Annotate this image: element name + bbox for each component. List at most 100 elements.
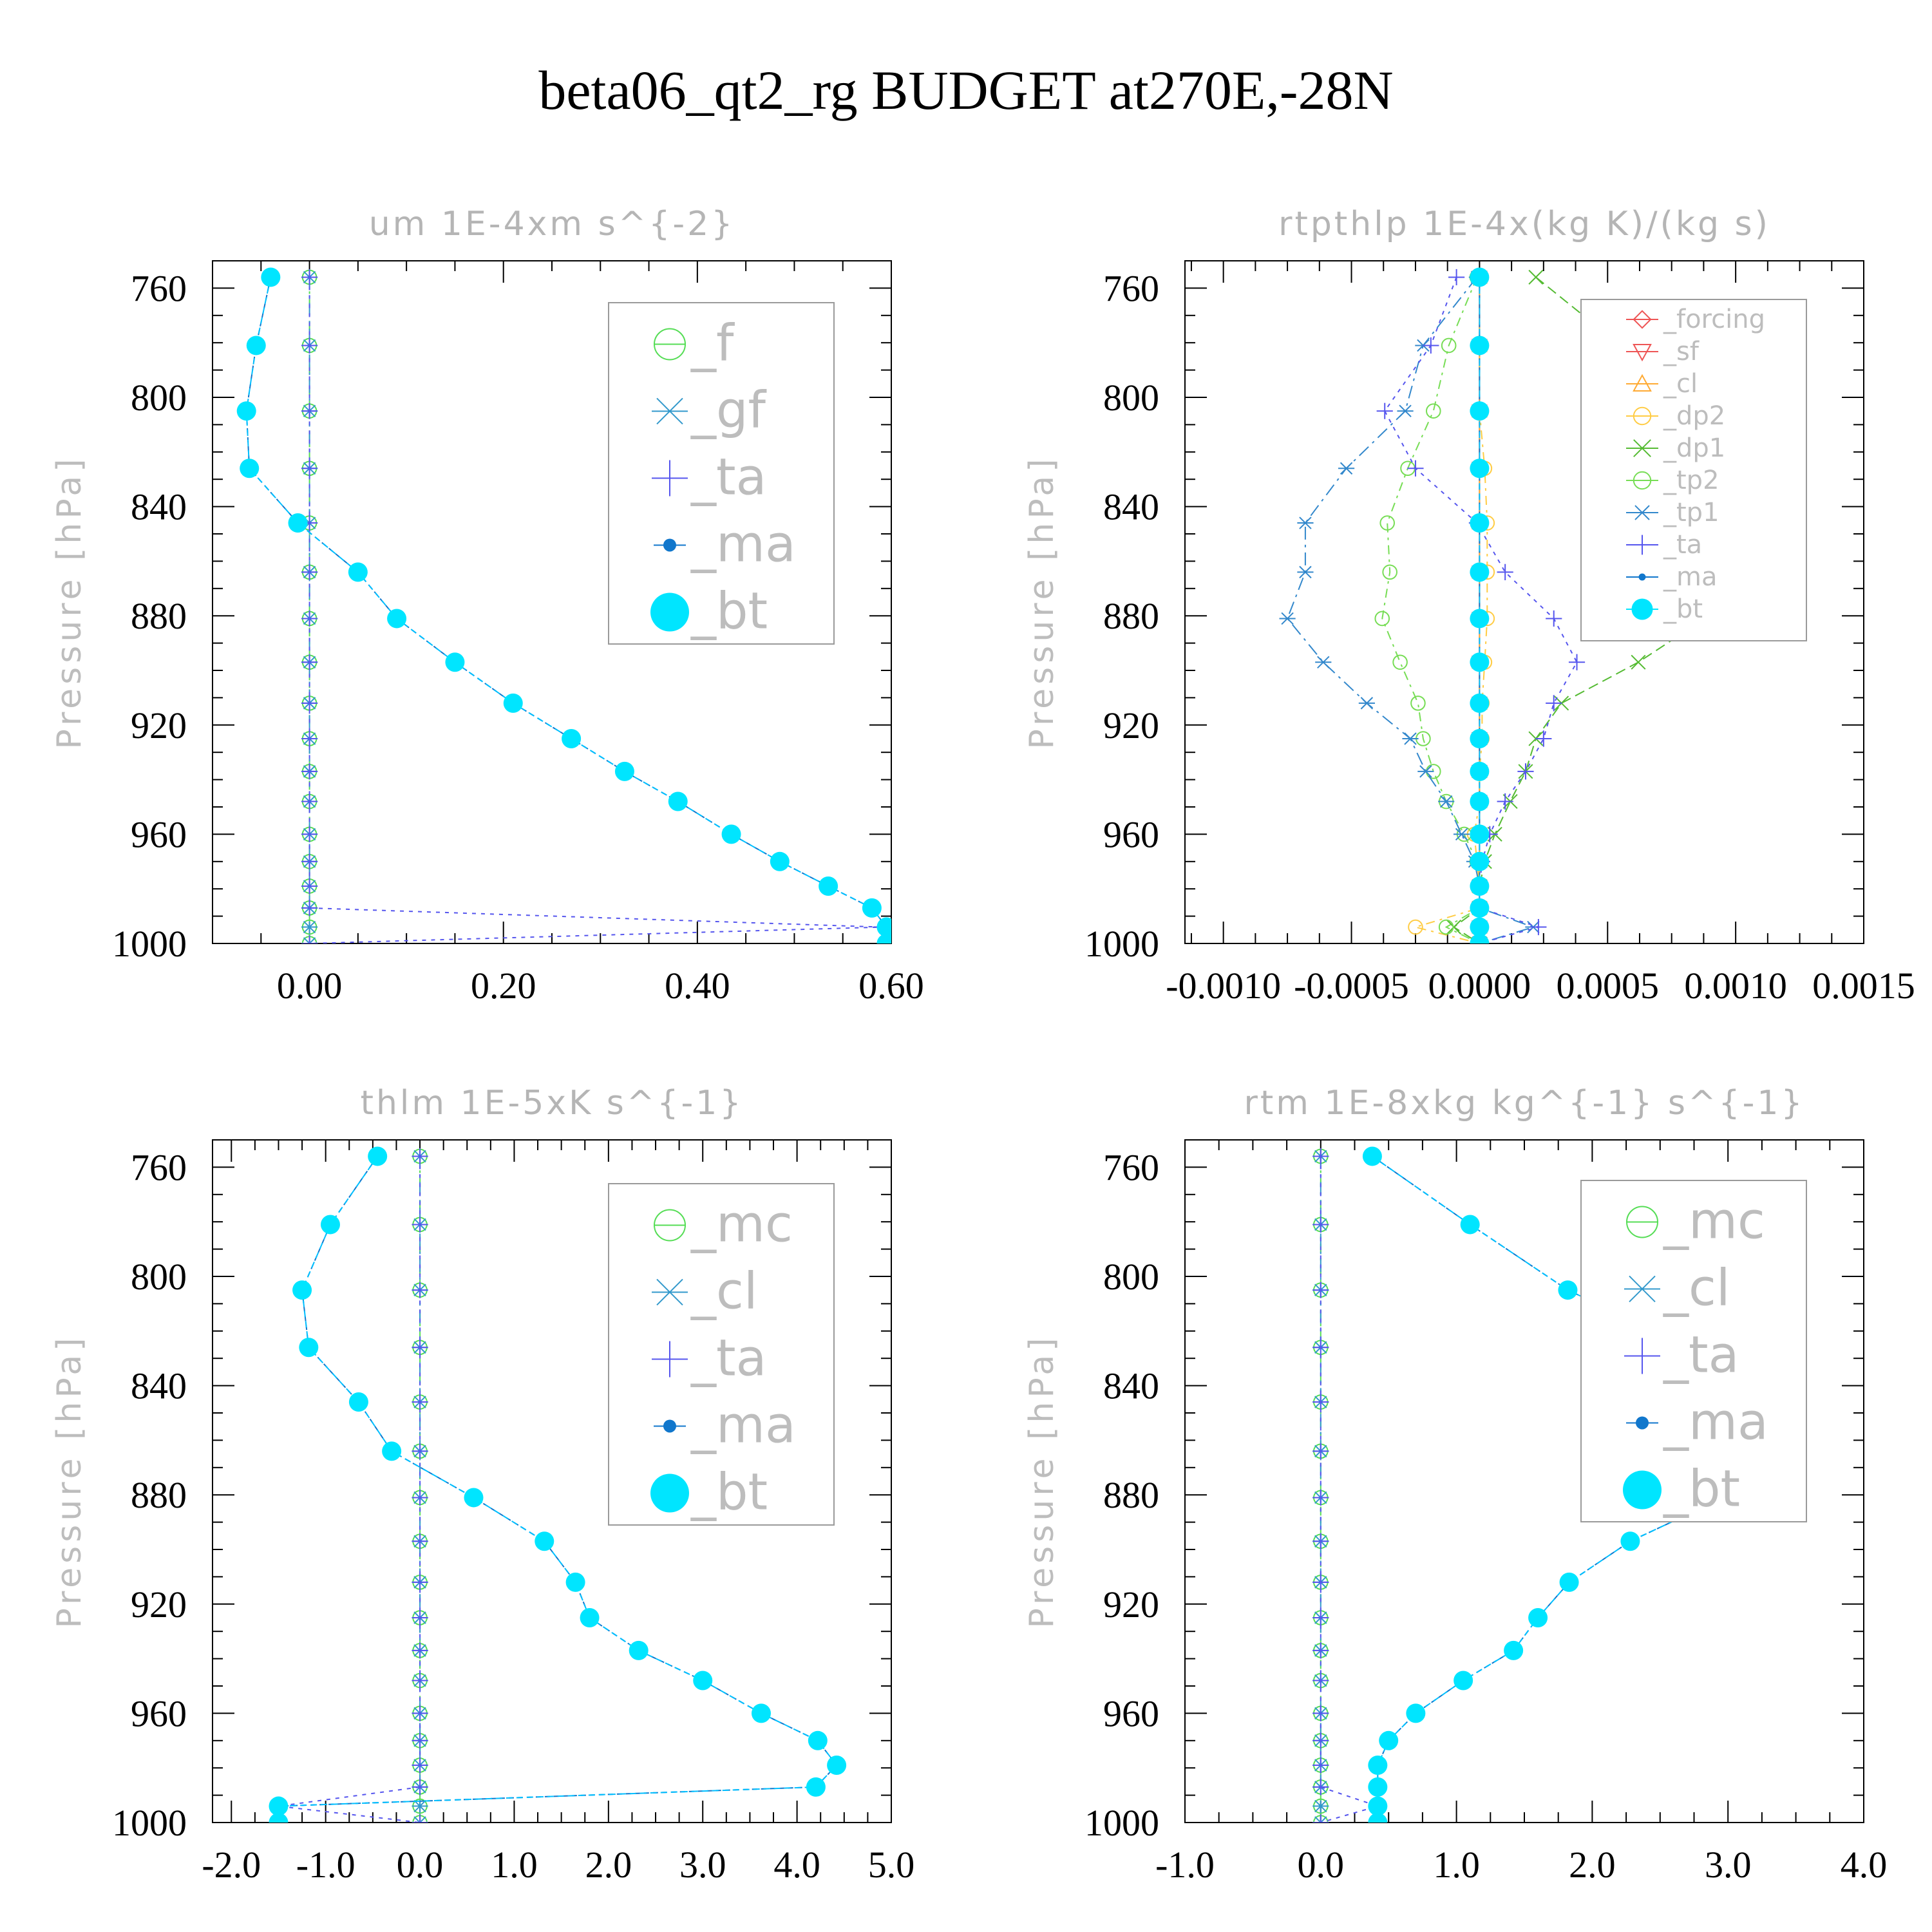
point-bt bbox=[320, 1215, 340, 1235]
point-ta bbox=[1497, 564, 1513, 580]
point-bt bbox=[1368, 1796, 1388, 1816]
point-cl bbox=[412, 1816, 428, 1823]
y-tick-label: 760 bbox=[1103, 267, 1159, 309]
point-bt bbox=[382, 1441, 402, 1461]
point-ta bbox=[1312, 1339, 1329, 1356]
legend-marker bbox=[1633, 374, 1652, 392]
legend-entry: _ma bbox=[1663, 1393, 1768, 1451]
legend-marker bbox=[652, 397, 688, 425]
point-ta bbox=[1312, 1574, 1329, 1591]
point-tp2 bbox=[1392, 654, 1408, 670]
point-ta bbox=[1497, 793, 1513, 810]
point-tp1 bbox=[1397, 404, 1414, 417]
legend-marker bbox=[1632, 535, 1653, 555]
y-tick-label: 800 bbox=[1103, 1256, 1159, 1298]
x-tick-label: 0.00 bbox=[277, 965, 343, 1007]
x-tick-label: 4.0 bbox=[773, 1844, 820, 1886]
point-cl bbox=[1312, 1816, 1329, 1823]
point-ta bbox=[1312, 1672, 1329, 1689]
point-ta bbox=[412, 1609, 428, 1626]
legend-box bbox=[1580, 299, 1807, 641]
y-tick-label: 1000 bbox=[1084, 923, 1159, 965]
point-tp2 bbox=[1441, 337, 1457, 354]
y-tick-label: 960 bbox=[131, 1692, 187, 1734]
point-bt bbox=[1460, 1215, 1480, 1235]
x-tick-label: 5.0 bbox=[868, 1844, 915, 1886]
y-tick-label: 920 bbox=[131, 705, 187, 746]
legend-marker bbox=[1631, 598, 1653, 620]
panel-thlm: thlm 1E-5xK s^{-1} Pressure [hPa] 760 800 84… bbox=[50, 1084, 914, 1886]
panel-title: um 1E-4xm s^{-2} bbox=[369, 205, 735, 243]
point-ta bbox=[412, 1757, 428, 1774]
y-tick-label: 960 bbox=[131, 813, 187, 855]
legend-marker bbox=[654, 1209, 686, 1242]
point-bt bbox=[819, 876, 838, 896]
x-tick-label: -0.0005 bbox=[1294, 965, 1409, 1007]
point-ta bbox=[412, 1443, 428, 1459]
point-bt bbox=[876, 934, 891, 943]
point-bt bbox=[1470, 824, 1490, 844]
point-gf bbox=[301, 937, 318, 943]
legend-marker bbox=[652, 1341, 688, 1378]
point-bt bbox=[562, 729, 582, 748]
point-ta bbox=[412, 1779, 428, 1795]
point-dp2 bbox=[1408, 919, 1423, 935]
point-ta bbox=[301, 564, 318, 580]
point-bt bbox=[348, 562, 368, 582]
legend-box bbox=[608, 1183, 835, 1526]
point-bt bbox=[1620, 1531, 1640, 1551]
point-ta bbox=[1568, 654, 1586, 670]
point-tp1 bbox=[1438, 795, 1455, 808]
point-ta bbox=[412, 1705, 428, 1721]
legend-entry: _tp2 bbox=[1663, 466, 1719, 495]
point-bt bbox=[1470, 876, 1490, 896]
point-ta bbox=[1517, 763, 1534, 780]
point-ta bbox=[301, 730, 318, 747]
legend-entry: _ma bbox=[690, 515, 796, 573]
legend-entry: _tp1 bbox=[1663, 498, 1719, 527]
point-bt bbox=[535, 1531, 554, 1551]
point-bt bbox=[806, 1777, 826, 1797]
point-ta bbox=[1530, 918, 1547, 936]
point-dp1 bbox=[1631, 654, 1646, 670]
y-tick-label: 880 bbox=[1103, 595, 1159, 637]
point-bt bbox=[876, 917, 891, 937]
legend-entry: _ma bbox=[1663, 562, 1717, 592]
point-ta bbox=[1312, 1814, 1329, 1823]
y-axis-label: Pressure [hPa] bbox=[50, 1334, 89, 1629]
legend-marker bbox=[1623, 1470, 1662, 1510]
point-bt bbox=[1470, 761, 1490, 781]
x-tick-label: 1.0 bbox=[491, 1844, 538, 1886]
legend-entry: _bt bbox=[1663, 1460, 1740, 1518]
y-tick-label: 840 bbox=[1103, 1365, 1159, 1407]
legend-entry: _ta bbox=[690, 1329, 766, 1387]
x-tick-label: 0.20 bbox=[471, 965, 536, 1007]
point-ta bbox=[1546, 610, 1562, 627]
point-cl bbox=[1312, 1799, 1329, 1813]
point-bt bbox=[668, 791, 688, 811]
point-bt bbox=[770, 851, 790, 871]
legend-entry: _cl bbox=[690, 1262, 758, 1320]
point-ta bbox=[412, 1394, 428, 1410]
point-ta bbox=[1312, 1489, 1329, 1506]
panel-rtm: rtm 1E-8xkg kg^{-1} s^{-1} Pressure [hPa]… bbox=[1023, 1084, 1887, 1886]
legend-marker bbox=[1632, 505, 1653, 520]
point-ta bbox=[301, 793, 318, 810]
point-ta bbox=[1376, 402, 1393, 419]
point-ta bbox=[301, 337, 318, 354]
point-bt bbox=[1470, 336, 1490, 355]
point-ta bbox=[412, 1642, 428, 1659]
legend-entry: _bt bbox=[1663, 594, 1703, 624]
x-tick-label: -2.0 bbox=[202, 1844, 261, 1886]
point-ta bbox=[412, 1533, 428, 1549]
point-ta bbox=[301, 900, 318, 916]
legend-box bbox=[1580, 1180, 1807, 1522]
point-gf bbox=[301, 920, 318, 934]
legend-marker bbox=[654, 328, 686, 361]
legend-marker bbox=[1633, 439, 1651, 457]
panel-title: thlm 1E-5xK s^{-1} bbox=[361, 1084, 744, 1122]
point-tp1 bbox=[1338, 462, 1355, 475]
x-tick-label: -1.0 bbox=[296, 1844, 355, 1886]
series-line-tp1 bbox=[1286, 276, 1536, 943]
point-ta bbox=[301, 763, 318, 780]
